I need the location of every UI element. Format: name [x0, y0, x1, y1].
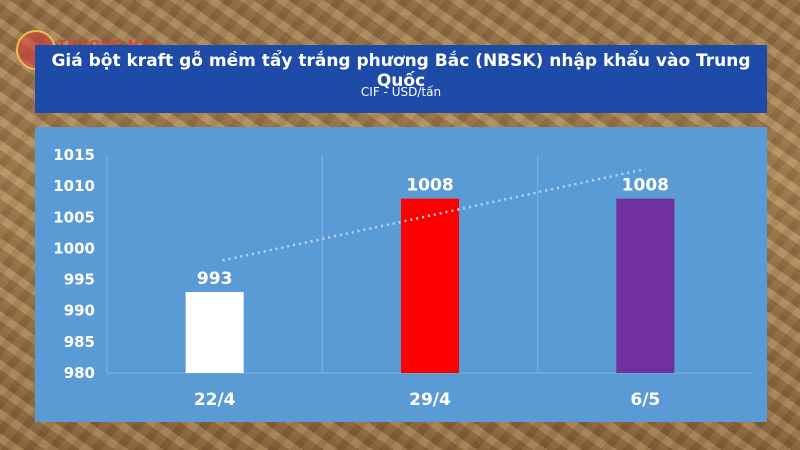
y-tick-label: 995: [64, 271, 95, 289]
title-banner: Giá bột kraft gỗ mềm tẩy trắng phương Bắ…: [35, 45, 767, 113]
y-tick-label: 985: [64, 333, 95, 351]
x-tick-label: 29/4: [409, 390, 451, 410]
chart-title: Giá bột kraft gỗ mềm tẩy trắng phương Bắ…: [51, 51, 751, 91]
bar: [401, 198, 459, 373]
bar: [185, 292, 244, 373]
data-label: 1008: [406, 176, 453, 196]
x-tick-label: 22/4: [194, 390, 236, 410]
chart-area: 980 985 990 995 1000 1005 1010 1015 993 22/4 1008 2…: [35, 127, 767, 422]
trendline: [222, 167, 646, 262]
y-tick-label: 980: [64, 364, 95, 382]
y-tick-label: 1015: [53, 146, 95, 164]
y-tick-label: 990: [64, 302, 95, 320]
data-label: 993: [197, 269, 233, 289]
bar: [616, 198, 675, 373]
chart-subtitle: CIF - USD/tấn: [360, 85, 442, 99]
bar-chart: 980 985 990 995 1000 1005 1010 1015 993 22/4 1008 2…: [53, 146, 753, 410]
y-tick-label: 1010: [53, 177, 95, 195]
y-tick-label: 1005: [53, 208, 95, 226]
data-label: 1008: [622, 176, 669, 196]
y-tick-label: 1000: [53, 239, 95, 257]
x-tick-label: 6/5: [630, 390, 660, 410]
